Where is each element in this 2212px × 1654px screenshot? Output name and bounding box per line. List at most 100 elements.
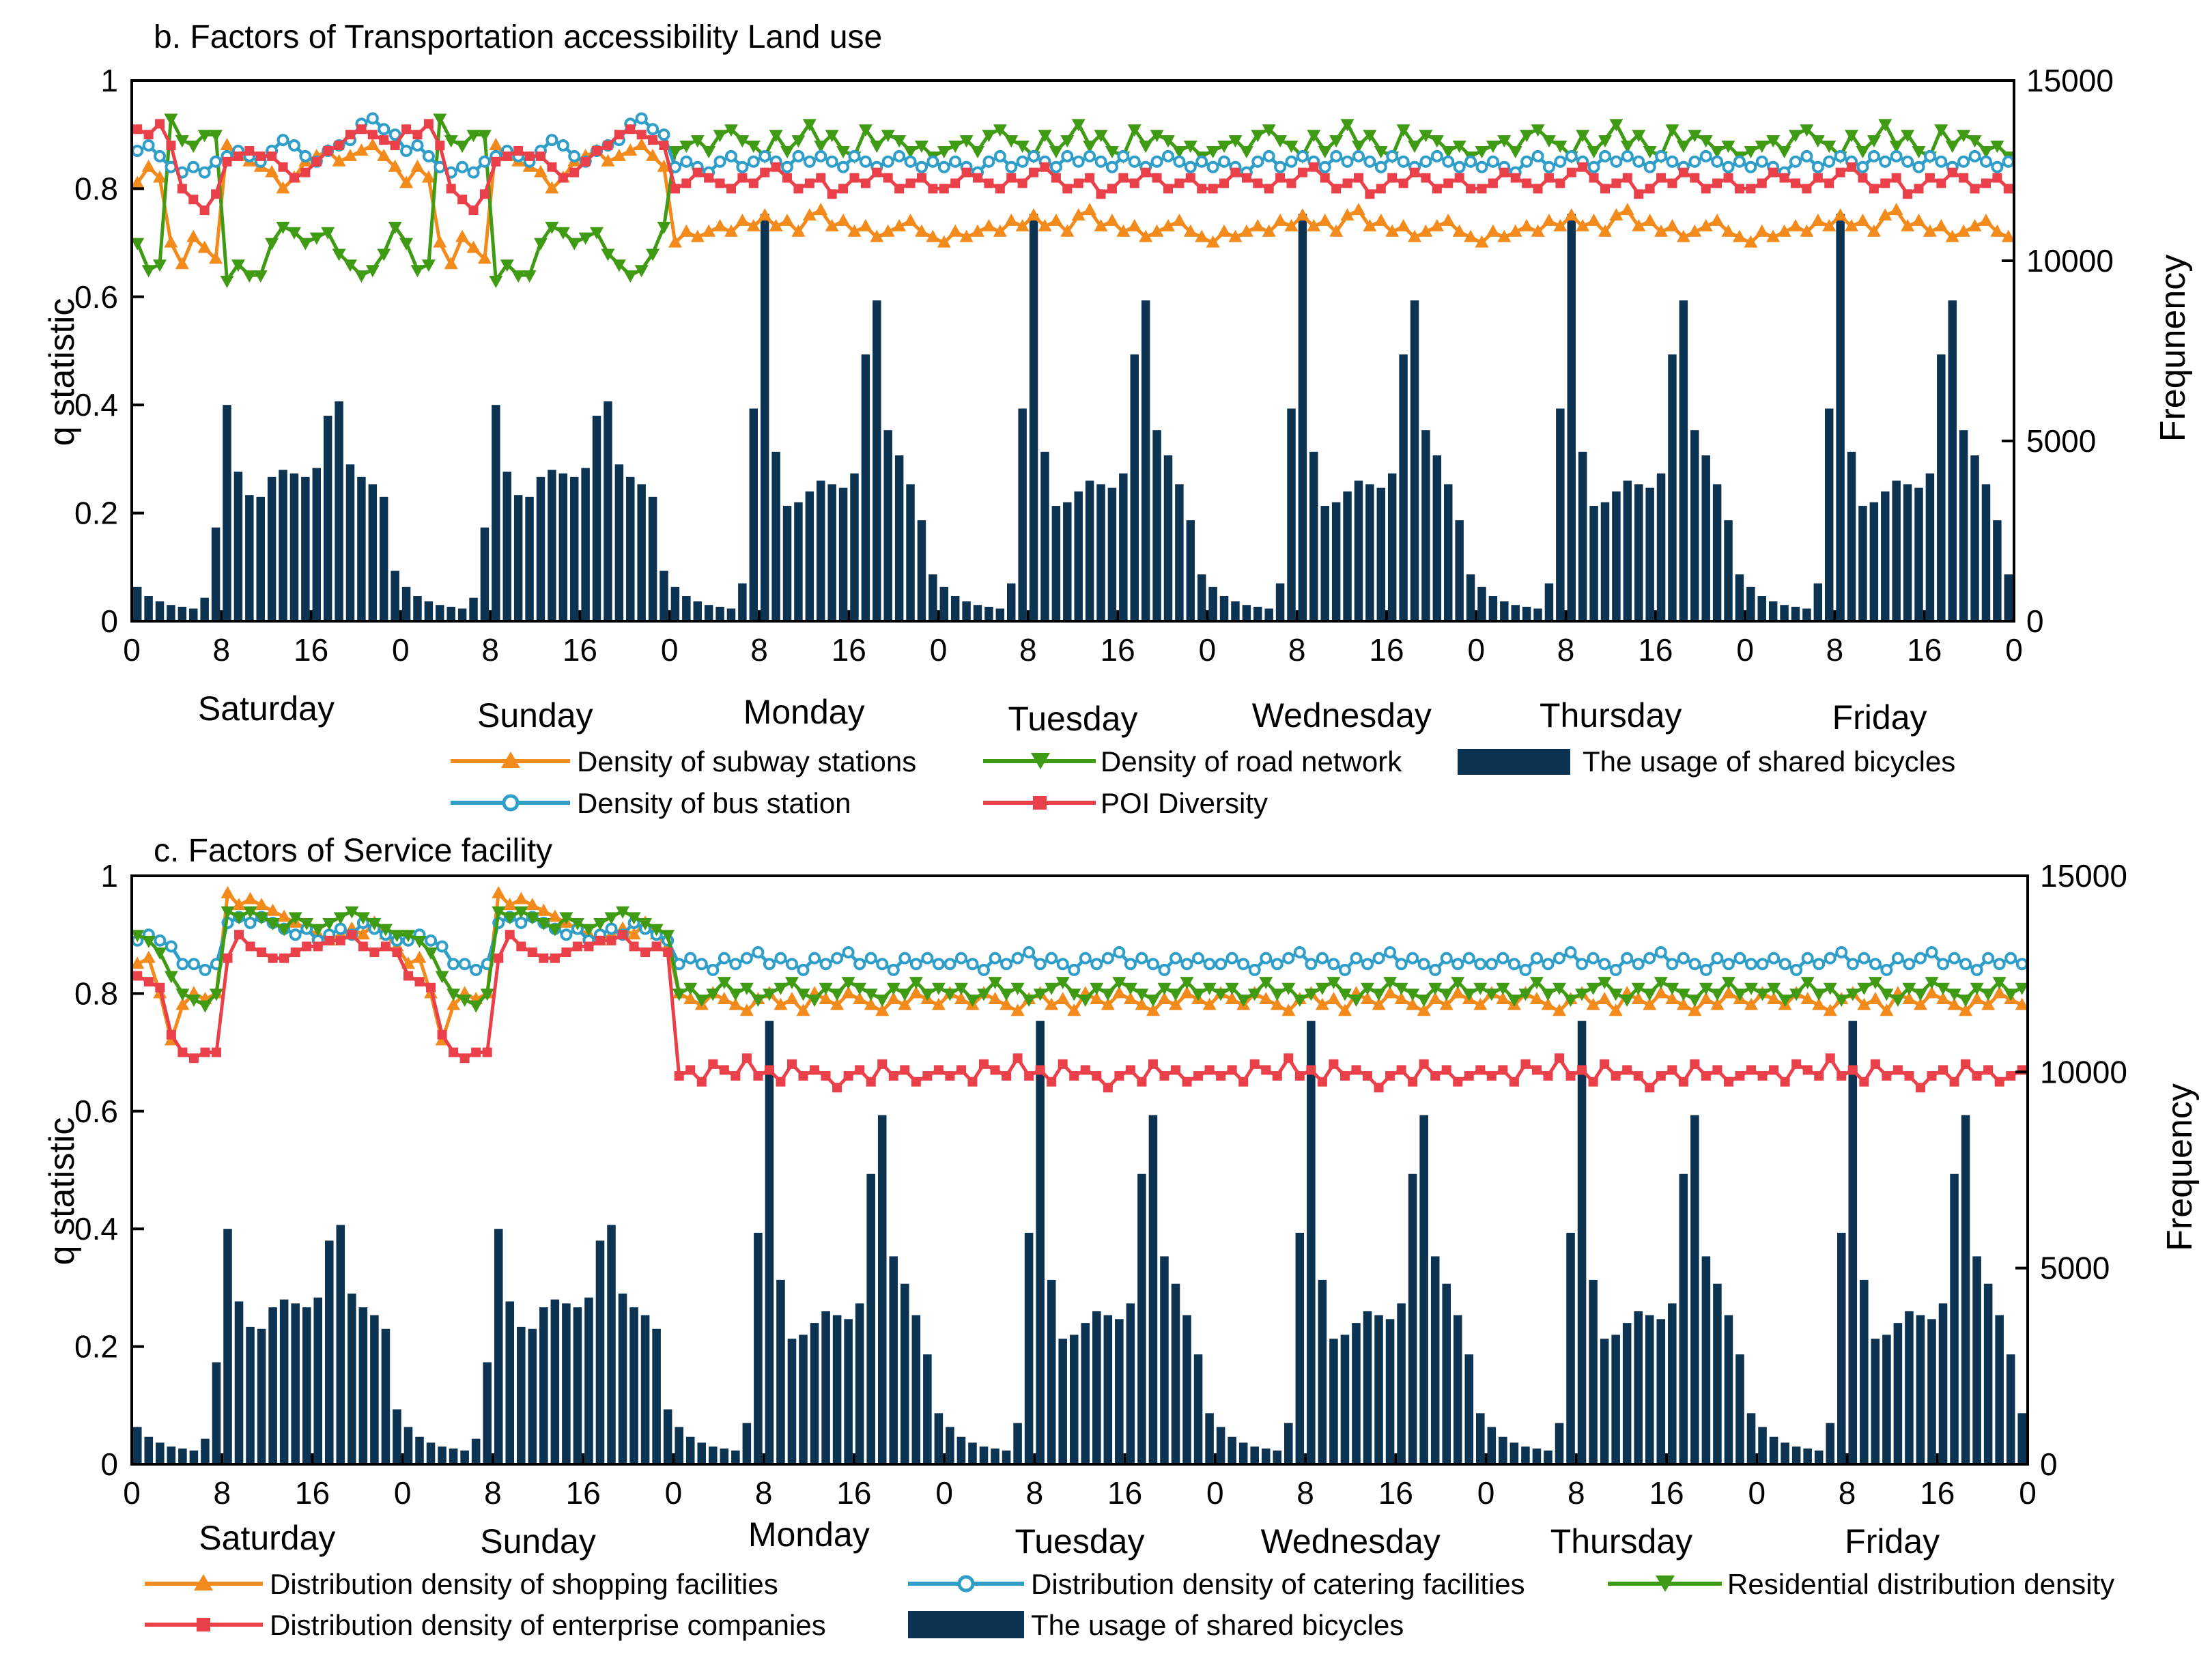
- usage-bar: [413, 596, 422, 621]
- series-marker: [601, 248, 615, 261]
- series-marker: [1531, 124, 1545, 137]
- series-marker: [1123, 992, 1137, 1005]
- series-marker: [2002, 155, 2015, 168]
- series-marker: [1878, 119, 1892, 132]
- series-marker: [1085, 173, 1095, 183]
- series-marker: [774, 952, 787, 965]
- series-marker: [1117, 149, 1130, 162]
- series-marker: [804, 178, 814, 188]
- usage-bar: [950, 596, 960, 621]
- series-marker: [1587, 145, 1601, 158]
- series-marker: [741, 1053, 752, 1064]
- series-marker: [1632, 958, 1645, 971]
- series-marker: [892, 218, 907, 231]
- usage-bar: [1152, 430, 1161, 621]
- series-marker: [130, 930, 145, 943]
- series-marker: [683, 992, 698, 1005]
- series-marker: [1600, 184, 1611, 194]
- y-tick-label: 0.4: [74, 1211, 118, 1246]
- series-marker: [1755, 224, 1769, 237]
- series-marker: [1982, 952, 1995, 965]
- series-marker: [1968, 135, 1982, 148]
- series-marker: [1191, 988, 1206, 1001]
- series-marker: [198, 166, 211, 179]
- series-marker: [347, 930, 357, 940]
- series-marker: [1712, 178, 1722, 188]
- usage-bar: [629, 1307, 638, 1464]
- series-marker: [1711, 155, 1724, 168]
- series-marker: [702, 145, 716, 158]
- series-marker: [401, 930, 415, 943]
- series-marker: [1327, 977, 1341, 990]
- series-marker: [187, 160, 200, 173]
- x-tick-label: 16: [566, 1475, 601, 1511]
- usage-bar: [380, 496, 388, 621]
- series-marker: [724, 149, 737, 162]
- series-marker: [737, 173, 748, 183]
- series-marker: [1486, 155, 1499, 168]
- series-marker: [748, 178, 758, 188]
- series-marker: [771, 162, 781, 172]
- series-marker: [545, 181, 559, 194]
- series-marker: [1520, 1059, 1531, 1069]
- usage-bar: [1141, 300, 1150, 621]
- series-marker: [1845, 218, 1859, 231]
- usage-bar: [810, 1323, 819, 1464]
- series-marker: [388, 128, 401, 141]
- series-marker: [570, 917, 584, 930]
- series-marker: [232, 898, 246, 911]
- series-marker: [780, 213, 795, 226]
- usage-bar: [946, 1427, 954, 1464]
- usage-bar: [312, 468, 322, 621]
- series-marker: [847, 224, 862, 237]
- series-marker: [287, 227, 301, 240]
- series-marker: [914, 141, 928, 154]
- series-marker: [345, 130, 356, 140]
- series-marker: [1578, 162, 1588, 172]
- series-marker: [798, 1071, 808, 1081]
- usage-bar: [720, 1449, 729, 1464]
- day-label: Wednesday: [1252, 696, 1432, 735]
- x-tick-label: 0: [935, 1475, 953, 1511]
- series-marker: [343, 259, 358, 272]
- series-marker: [1056, 958, 1069, 971]
- x-tick-label: 0: [1748, 1475, 1766, 1511]
- series-marker: [1363, 1071, 1373, 1081]
- series-marker: [1396, 218, 1410, 231]
- usage-bar: [844, 1319, 853, 1464]
- usage-bar: [794, 502, 803, 621]
- usage-bar: [1724, 1315, 1733, 1464]
- usage-bar: [1981, 484, 1991, 621]
- series-marker: [623, 143, 638, 156]
- x-tick-label: 16: [832, 632, 866, 668]
- usage-bar: [1163, 455, 1173, 621]
- series-marker: [1363, 155, 1376, 168]
- series-marker: [289, 928, 302, 941]
- series-marker: [1553, 218, 1568, 231]
- x-tick-label: 16: [1920, 1475, 1955, 1511]
- series-marker: [1116, 224, 1131, 237]
- usage-bar: [268, 1307, 277, 1464]
- usage-bar: [787, 1339, 797, 1464]
- series-marker: [266, 917, 280, 930]
- series-marker: [1688, 130, 1702, 143]
- series-marker: [634, 265, 649, 278]
- series-marker: [1239, 145, 1253, 158]
- x-tick-label: 16: [563, 632, 597, 668]
- usage-bar: [1186, 520, 1195, 621]
- series-marker: [1284, 218, 1299, 231]
- usage-bar: [480, 527, 490, 621]
- series-marker: [1552, 982, 1567, 995]
- series-marker: [1665, 218, 1679, 231]
- series-marker: [1688, 1003, 1702, 1016]
- series-marker: [1193, 1071, 1204, 1081]
- series-marker: [1094, 218, 1108, 231]
- series-marker: [365, 265, 380, 278]
- series-marker: [816, 173, 826, 183]
- series-marker: [905, 178, 916, 188]
- series-marker: [514, 906, 528, 919]
- series-marker: [1498, 1065, 1508, 1075]
- usage-bar: [1824, 408, 1834, 621]
- series-marker: [198, 1000, 212, 1013]
- series-marker: [2017, 1065, 2027, 1075]
